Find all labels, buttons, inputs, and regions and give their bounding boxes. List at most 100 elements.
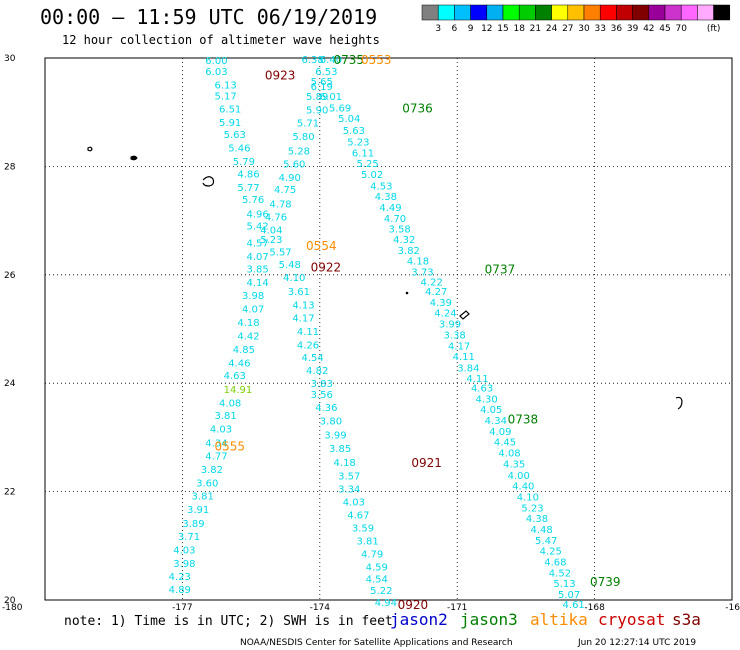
time-label: 0555 bbox=[214, 440, 245, 454]
colorbar-legend: 3 6 9 12 15 18 21 24 27 30 33 36 39 42 45 70 (ft) bbox=[421, 4, 731, 34]
colorbar-label: 18 bbox=[513, 24, 525, 34]
data-point: 6.00 bbox=[205, 56, 227, 67]
data-point: 4.75 bbox=[274, 185, 296, 196]
data-point: 3.59 bbox=[352, 523, 374, 534]
data-point: 3.57 bbox=[338, 471, 360, 482]
colorbar-swatch bbox=[648, 4, 666, 21]
time-label: 0922 bbox=[311, 261, 342, 275]
data-point: 3.91 bbox=[187, 505, 209, 516]
data-point: 4.11 bbox=[453, 352, 475, 363]
data-point: 4.38 bbox=[526, 514, 548, 525]
data-point: 4.30 bbox=[476, 394, 498, 405]
colorbar-swatch bbox=[616, 4, 633, 21]
colorbar-swatch bbox=[713, 4, 731, 21]
time-label: 0554 bbox=[306, 239, 337, 253]
data-point: 3.81 bbox=[214, 411, 236, 422]
data-point: 4.78 bbox=[269, 199, 291, 210]
data-point: 4.86 bbox=[237, 169, 259, 180]
data-point: 4.79 bbox=[361, 549, 383, 560]
colorbar-swatch bbox=[454, 4, 471, 21]
data-point: 4.61 bbox=[563, 600, 585, 611]
data-point: 4.00 bbox=[508, 471, 530, 482]
data-point: 6.11 bbox=[352, 148, 374, 159]
data-point: 3.34 bbox=[338, 484, 360, 495]
data-point: 6.40 bbox=[320, 55, 342, 66]
data-point: 5.13 bbox=[553, 579, 575, 590]
data-point: 4.63 bbox=[224, 371, 246, 382]
data-point: 3.73 bbox=[411, 268, 433, 279]
data-point: 3.81 bbox=[192, 491, 214, 502]
data-point: 5.22 bbox=[370, 586, 392, 597]
x-tick-label: -177 bbox=[172, 603, 192, 613]
data-point: 4.08 bbox=[219, 399, 241, 410]
data-point: 4.11 bbox=[466, 374, 488, 385]
data-point: 4.49 bbox=[379, 203, 401, 214]
y-tick-label: 24 bbox=[4, 379, 16, 389]
data-point: 4.17 bbox=[448, 341, 470, 352]
data-point: 3.98 bbox=[173, 559, 195, 570]
data-point: 4.48 bbox=[530, 525, 552, 536]
data-point: 3.85 bbox=[329, 444, 351, 455]
satellite-altika: altika bbox=[530, 610, 588, 629]
data-point: 5.48 bbox=[279, 260, 301, 271]
data-point: 4.57 bbox=[247, 238, 269, 249]
data-point: 4.03 bbox=[173, 546, 195, 557]
data-point: 3.38 bbox=[443, 330, 465, 341]
colorbar-label: 9 bbox=[468, 24, 474, 34]
data-point: 4.05 bbox=[480, 405, 502, 416]
data-point: 5.65 bbox=[311, 77, 333, 88]
data-point: 4.85 bbox=[233, 345, 255, 356]
data-point: 4.45 bbox=[494, 438, 516, 449]
data-point: 4.22 bbox=[421, 277, 443, 288]
data-point: 4.96 bbox=[247, 210, 269, 221]
data-point: 3.82 bbox=[398, 246, 420, 257]
colorbar-label: 21 bbox=[530, 24, 541, 34]
chart-title: 00:00 – 11:59 UTC 06/19/2019 bbox=[40, 5, 377, 29]
data-point: 4.46 bbox=[228, 359, 250, 370]
data-point: 6.01 bbox=[320, 92, 342, 103]
colorbar-swatch bbox=[599, 4, 617, 21]
data-point: 4.94 bbox=[375, 598, 397, 609]
island-shape bbox=[87, 146, 93, 152]
colorbar-label: 39 bbox=[627, 24, 639, 34]
x-tick-label: -16 bbox=[725, 603, 740, 613]
data-point: 5.28 bbox=[288, 147, 310, 158]
x-tick-label: -174 bbox=[310, 603, 331, 613]
grid-lines bbox=[45, 58, 732, 600]
data-point: 4.89 bbox=[169, 585, 191, 596]
data-point: 4.25 bbox=[540, 547, 562, 558]
time-label: 0736 bbox=[402, 101, 433, 115]
data-point: 3.60 bbox=[196, 478, 218, 489]
credit-line: NOAA/NESDIS Center for Satellite Applica… bbox=[240, 638, 513, 648]
x-tick-label: -171 bbox=[447, 603, 467, 613]
data-point: 5.17 bbox=[214, 91, 236, 102]
data-point: 4.77 bbox=[205, 451, 227, 462]
data-point: 3.99 bbox=[439, 320, 461, 331]
data-point: 5.79 bbox=[233, 157, 255, 168]
data-point: 6.53 bbox=[315, 67, 337, 78]
data-point: 4.59 bbox=[366, 562, 388, 573]
satellite-legend: jason2 jason3 altika cryosat s3a bbox=[390, 610, 701, 629]
data-point: 5.60 bbox=[283, 160, 305, 171]
colorbar-label: 33 bbox=[594, 24, 605, 34]
colorbar-label: 24 bbox=[546, 24, 558, 34]
data-point: 4.18 bbox=[334, 458, 356, 469]
time-label: 0920 bbox=[398, 598, 429, 612]
colorbar-label: 30 bbox=[578, 24, 590, 34]
data-point: 4.27 bbox=[425, 287, 447, 298]
data-point: 5.07 bbox=[558, 590, 580, 601]
y-tick-label: 22 bbox=[4, 488, 15, 498]
colorbar-swatch bbox=[535, 4, 552, 21]
data-point: 3.99 bbox=[324, 431, 346, 442]
colorbar-swatch bbox=[632, 4, 650, 21]
data-point: 4.54 bbox=[301, 353, 323, 364]
satellite-jason3: jason3 bbox=[460, 610, 518, 629]
colorbar-label: 6 bbox=[452, 24, 458, 34]
data-point: 5.77 bbox=[237, 183, 259, 194]
data-point: 4.90 bbox=[279, 173, 301, 184]
data-point: 4.82 bbox=[306, 366, 328, 377]
time-label: 0921 bbox=[411, 456, 442, 470]
data-point: 6.19 bbox=[311, 82, 333, 93]
data-point: 3.56 bbox=[311, 390, 333, 401]
